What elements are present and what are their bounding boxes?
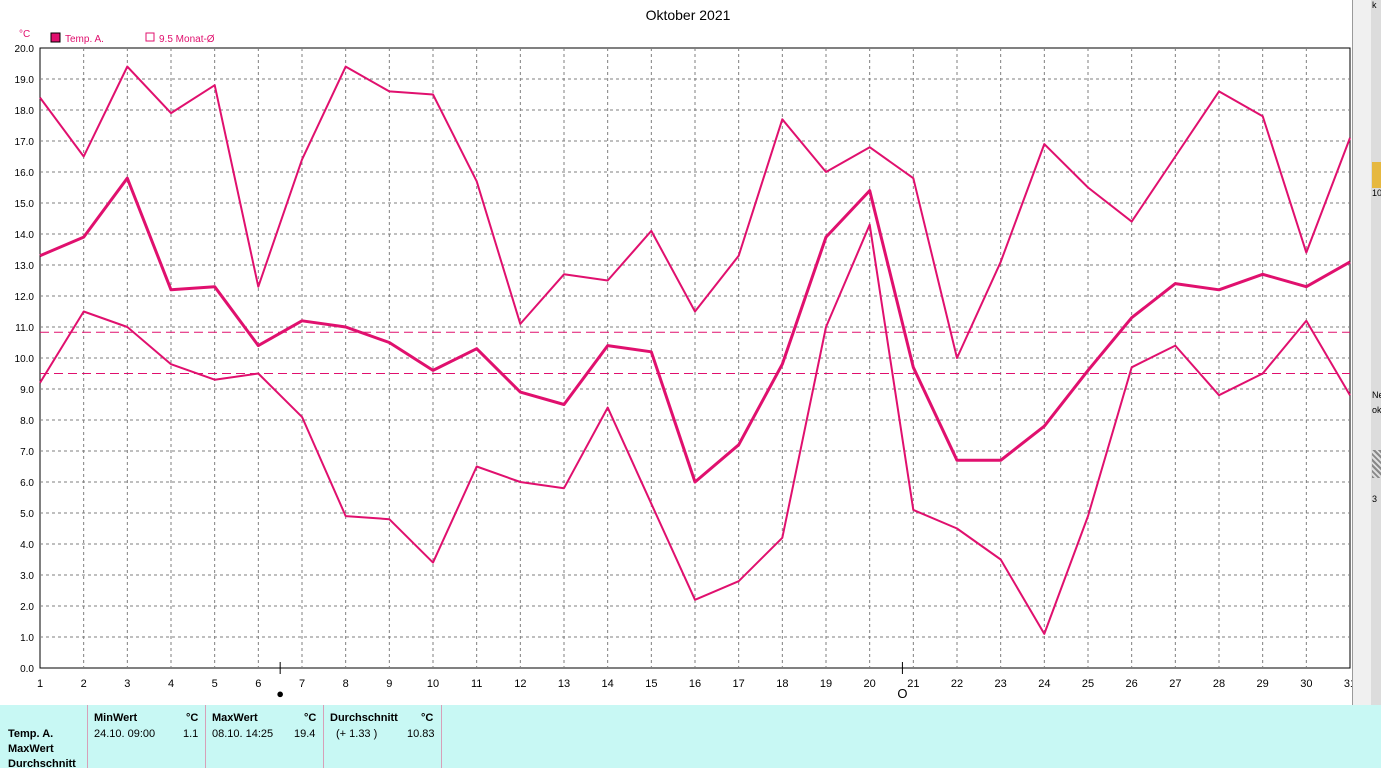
- x-tick-label: 23: [995, 678, 1007, 690]
- column-separator: [323, 705, 324, 768]
- column-separator: [205, 705, 206, 768]
- edge-text: Ne: [1372, 390, 1381, 400]
- moon-marker: O: [897, 686, 907, 701]
- y-tick-label: 12.0: [15, 292, 35, 303]
- y-tick-label: 10.0: [15, 354, 35, 365]
- min-time: 24.10. 09:00: [94, 728, 156, 740]
- x-tick-label: 7: [299, 678, 305, 690]
- x-tick-label: 14: [602, 678, 614, 690]
- y-tick-label: 8.0: [20, 416, 34, 427]
- legend-swatch-avg: [145, 32, 155, 42]
- edge-text: 3: [1372, 494, 1378, 504]
- x-tick-label: 17: [733, 678, 745, 690]
- y-tick-label: 4.0: [20, 540, 34, 551]
- legend-swatch-temp: [50, 32, 61, 43]
- avg-unit: °C: [421, 712, 434, 724]
- y-tick-label: 9.0: [20, 385, 34, 396]
- row-label-avg: Durchschnitt: [8, 758, 76, 770]
- x-tick-label: 25: [1082, 678, 1094, 690]
- avg-delta: (+ 1.33 ): [336, 728, 378, 740]
- x-tick-label: 11: [471, 678, 482, 690]
- max-header: MaxWert: [212, 712, 258, 724]
- chart-title: Oktober 2021: [646, 7, 731, 23]
- moon-marker: ●: [276, 686, 284, 701]
- y-axis-unit: °C: [19, 29, 30, 40]
- y-tick-label: 20.0: [15, 44, 35, 55]
- x-tick-label: 6: [255, 678, 261, 690]
- y-tick-label: 3.0: [20, 571, 34, 582]
- x-tick-label: 1: [37, 678, 43, 690]
- x-tick-label: 4: [168, 678, 174, 690]
- y-tick-labels: 0.0 1.0 2.0 3.0 4.0 5.0 6.0 7.0 8.0 9.0 10.0 11.0 12…: [15, 44, 35, 675]
- x-tick-label: 28: [1213, 678, 1225, 690]
- x-tick-label: 22: [951, 678, 963, 690]
- summary-panel: Temp. A. MaxWert Durchschnitt MinWert °C…: [0, 705, 1381, 770]
- y-tick-label: 2.0: [20, 602, 34, 613]
- max-time: 08.10. 14:25: [212, 728, 274, 740]
- row-label-temp: Temp. A.: [8, 728, 54, 740]
- grid: [40, 48, 1350, 668]
- y-tick-label: 14.0: [15, 230, 35, 241]
- folder-icon: [1372, 162, 1381, 188]
- x-tick-label: 27: [1169, 678, 1181, 690]
- y-tick-label: 13.0: [15, 261, 35, 272]
- x-tick-label: 20: [864, 678, 876, 690]
- series-lines: [39, 65, 1351, 635]
- max-unit: °C: [304, 712, 317, 724]
- x-tick-label: 26: [1126, 678, 1138, 690]
- thumbnail-icon: [1372, 450, 1381, 478]
- y-tick-label: 5.0: [20, 509, 34, 520]
- x-tick-labels: 1 2 3 4 5 6 7 8 9 10 11 12 13 14 15 16 17 18 19 20 21 22 23 24 2…: [37, 678, 1356, 690]
- y-tick-label: 6.0: [20, 478, 34, 489]
- x-tick-label: 2: [81, 678, 87, 690]
- moon-markers: ● O: [276, 662, 907, 701]
- legend-label-avg: 9.5 Monat-Ø: [159, 34, 215, 45]
- avg-value: 10.83: [407, 728, 435, 740]
- x-tick-label: 5: [212, 678, 218, 690]
- y-tick-label: 0.0: [20, 664, 34, 675]
- background-window-edge: k 10 Ne ok 3: [1352, 0, 1381, 705]
- min-value: 1.1: [183, 728, 199, 740]
- x-tick-label: 9: [386, 678, 392, 690]
- column-separator: [441, 705, 442, 768]
- column-separator: [87, 705, 88, 768]
- x-tick-label: 15: [645, 678, 657, 690]
- max-value: 19.4: [294, 728, 316, 740]
- x-tick-label: 30: [1300, 678, 1312, 690]
- x-tick-label: 13: [558, 678, 570, 690]
- x-tick-label: 10: [427, 678, 439, 690]
- chart: Oktober 2021 °C Temp. A. 9.5 Monat-Ø 0.0…: [15, 7, 1357, 701]
- series-line-min: [39, 223, 1351, 635]
- legend: Temp. A. 9.5 Monat-Ø: [50, 32, 215, 45]
- series-line-max: [39, 65, 1351, 359]
- y-tick-label: 11.0: [15, 323, 34, 334]
- x-tick-label: 8: [343, 678, 349, 690]
- avg-header: Durchschnitt: [330, 712, 398, 724]
- y-tick-label: 18.0: [15, 106, 35, 117]
- min-unit: °C: [186, 712, 199, 724]
- edge-text: 10: [1372, 188, 1381, 198]
- y-tick-label: 16.0: [15, 168, 35, 179]
- edge-text: k: [1372, 0, 1377, 10]
- x-tick-label: 18: [776, 678, 788, 690]
- x-tick-label: 24: [1038, 678, 1050, 690]
- min-header: MinWert: [94, 712, 138, 724]
- x-tick-label: 19: [820, 678, 832, 690]
- series-line-avg: [39, 176, 1351, 484]
- y-tick-label: 17.0: [15, 137, 35, 148]
- row-label-max: MaxWert: [8, 743, 54, 755]
- legend-label-temp: Temp. A.: [65, 34, 104, 45]
- x-tick-label: 21: [907, 678, 919, 690]
- x-tick-label: 16: [689, 678, 701, 690]
- y-tick-label: 15.0: [15, 199, 35, 210]
- x-tick-label: 3: [124, 678, 130, 690]
- x-tick-label: 12: [514, 678, 526, 690]
- y-tick-label: 7.0: [20, 447, 34, 458]
- y-tick-label: 1.0: [20, 633, 34, 644]
- x-tick-label: 29: [1257, 678, 1269, 690]
- y-tick-label: 19.0: [15, 75, 35, 86]
- edge-text: ok: [1372, 405, 1381, 415]
- edge-strip: [1371, 0, 1381, 705]
